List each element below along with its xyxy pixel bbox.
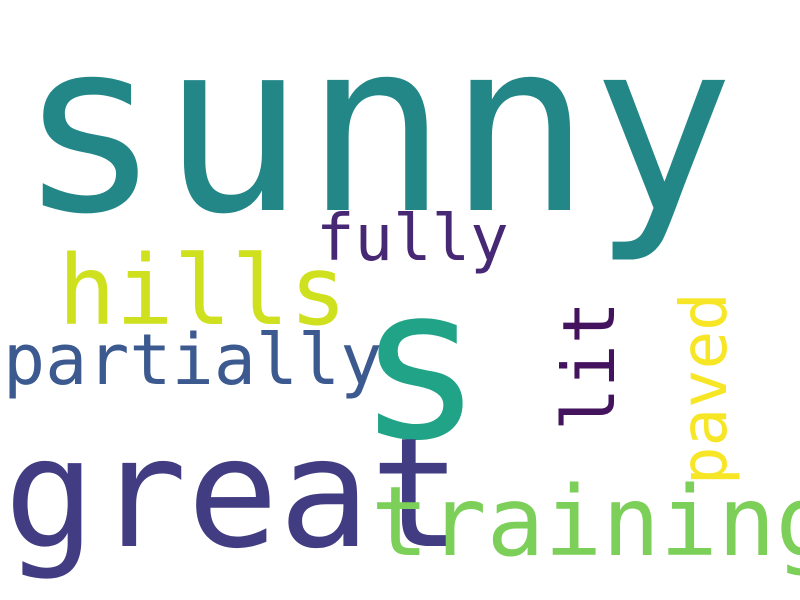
word-s: s	[356, 240, 484, 487]
word-partially: partially	[3, 319, 383, 401]
word-sunny: sunny	[18, 0, 735, 267]
word-training: training	[371, 466, 800, 578]
word-paved: paved	[668, 292, 742, 485]
word-great: great	[4, 405, 462, 582]
word-hills: hills	[58, 235, 347, 347]
word-lit: lit	[547, 300, 631, 431]
word-fully: fully	[316, 202, 509, 276]
